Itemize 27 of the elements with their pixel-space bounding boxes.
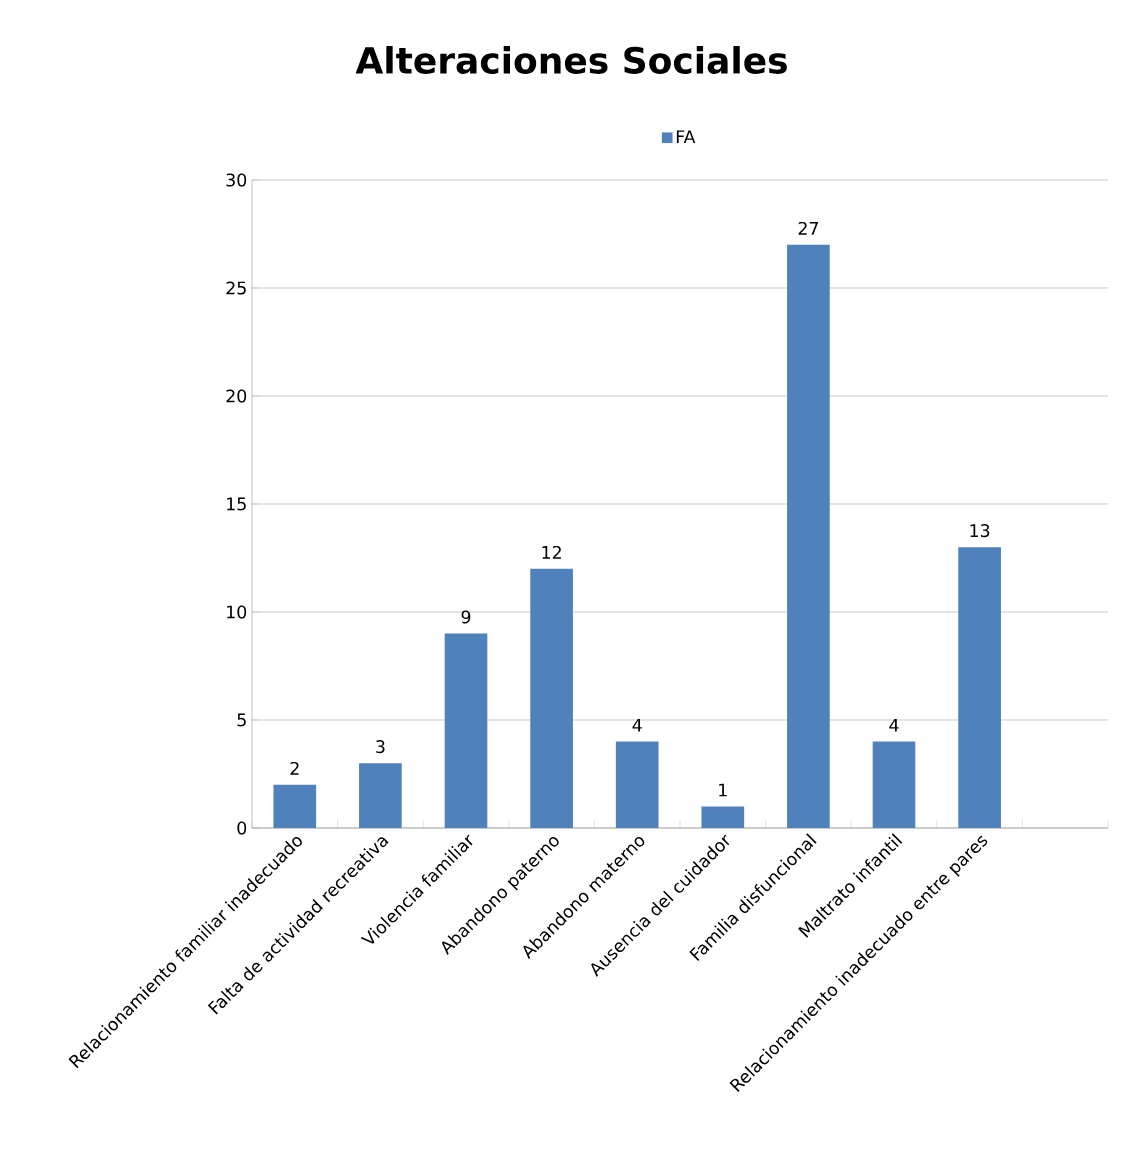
data-label: 12 (542, 545, 561, 559)
data-label: 27 (798, 221, 818, 235)
y-tick-label: 10 (227, 605, 247, 619)
bar (359, 763, 402, 828)
y-tick-label: 30 (226, 173, 247, 187)
data-label: 13 (970, 524, 990, 538)
chart-title: Alteraciones Sociales (355, 46, 787, 74)
bar (787, 244, 830, 828)
bar (615, 741, 659, 828)
y-tick-label: 5 (237, 713, 246, 727)
y-tick-label: 15 (227, 497, 246, 511)
y-tick-label: 25 (226, 281, 246, 295)
bar (701, 806, 745, 828)
bar (530, 568, 573, 828)
data-label: 9 (461, 610, 471, 624)
bar (444, 633, 488, 828)
bar (273, 784, 317, 828)
data-label: 4 (889, 718, 899, 732)
data-label: 2 (290, 761, 299, 775)
y-tick-label: 20 (226, 389, 247, 403)
bar (958, 547, 1001, 828)
y-tick-label: 0 (237, 821, 247, 835)
bar (872, 741, 916, 828)
legend-label: FA (676, 130, 696, 144)
data-label: 3 (376, 740, 385, 754)
data-label: 1 (719, 783, 727, 797)
data-label: 4 (632, 718, 642, 732)
